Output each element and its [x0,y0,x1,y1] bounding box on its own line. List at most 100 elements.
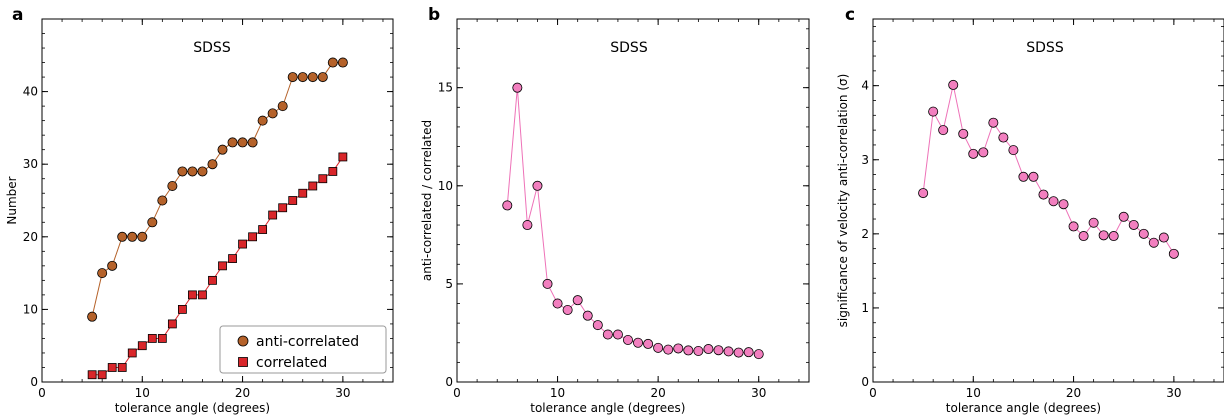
data-point [1148,237,1159,248]
data-point [1008,145,1019,156]
series-layer-c [918,79,1179,259]
y-tick-label: 0 [445,375,453,389]
data-point [592,320,603,331]
data-point [338,152,348,162]
data-point [1168,248,1179,259]
data-point [743,347,754,358]
data-point [218,261,227,271]
x-tick-label: 20 [235,386,250,400]
data-point [683,345,694,356]
y-tick-label: 20 [23,230,38,244]
data-point [97,268,108,279]
y-tick-label: 4 [861,79,869,93]
data-point [542,278,553,289]
data-point [663,344,674,355]
data-point [267,108,278,119]
x-axis-label-b: tolerance angle (degrees) [530,401,685,415]
y-axis-label-a: Number [5,176,19,224]
panel-b: b 0 10 20 30 0 5 10 15 SDSS tolerance angle (de… [420,5,810,415]
data-point [277,101,288,112]
data-point [257,115,268,126]
data-point [288,196,298,205]
data-point [87,370,97,380]
data-point [258,225,268,234]
data-point [562,304,573,315]
y-axis-label-b: anti-correlated / correlated [420,120,434,281]
plot-frame-b [456,18,810,383]
data-point [207,159,218,170]
data-point [753,349,764,360]
data-point [918,188,929,199]
data-point [238,239,247,249]
data-point [978,147,989,158]
x-tick-label: 30 [1166,386,1181,400]
data-point [938,125,949,136]
data-point [307,72,318,83]
data-point [673,343,684,354]
data-point [1078,231,1089,242]
data-point [1158,232,1169,243]
data-point [552,298,563,309]
data-point [713,345,724,356]
data-point [287,72,298,83]
x-tick-label: 10 [550,386,565,400]
plot-frame-c [872,18,1224,383]
y-tick-label: 1 [861,301,869,315]
y-tick-label: 3 [861,153,869,167]
data-point [198,290,207,300]
legend-marker-correlated [238,357,248,367]
x-axis-label-c: tolerance angle (degrees) [946,401,1101,415]
data-point [328,167,338,176]
data-point [217,144,228,155]
data-point [337,57,348,68]
ticks-b: 0 10 20 30 0 5 10 15 [438,19,809,400]
data-point [1098,230,1109,241]
data-point [1068,221,1079,232]
x-tick-label: 20 [1066,386,1081,400]
data-point [703,344,714,355]
ticks-c: 0 10 20 30 0 1 2 3 4 [861,19,1224,400]
data-point [1128,219,1139,230]
data-point [147,217,158,228]
legend-marker-anti-correlated [237,335,249,347]
data-point [572,295,583,306]
y-tick-label: 15 [438,81,453,95]
data-point [928,106,939,117]
data-point [643,338,654,349]
y-tick-label: 2 [861,227,869,241]
y-tick-label: 10 [438,179,453,193]
chart-title-c: SDSS [1026,40,1064,56]
y-axis-label-c: significance of velocity anti-correlatio… [836,74,850,328]
data-point [502,200,513,211]
data-point [268,210,278,220]
x-tick-label: 10 [135,386,150,400]
data-point [653,342,664,353]
data-point [1048,196,1059,207]
data-point [308,181,318,191]
data-point [1118,211,1129,222]
data-point [1028,171,1039,182]
y-tick-label: 10 [23,302,38,316]
data-point [177,166,188,177]
data-point [633,337,644,348]
data-point [1138,228,1149,239]
x-tick-label: 0 [869,386,877,400]
data-point [723,346,734,357]
series-layer-b [502,82,764,360]
data-point [188,290,197,300]
data-point [157,334,167,343]
data-point [127,348,137,358]
data-point [237,137,248,148]
data-point [137,231,148,242]
data-point [87,311,98,322]
data-point [147,334,157,343]
data-point [157,195,168,206]
data-point [177,304,187,314]
x-tick-label: 0 [38,386,46,400]
data-point [318,174,328,184]
data-point [117,363,127,372]
data-point [197,166,208,177]
data-point [247,137,258,148]
data-point [327,57,338,68]
